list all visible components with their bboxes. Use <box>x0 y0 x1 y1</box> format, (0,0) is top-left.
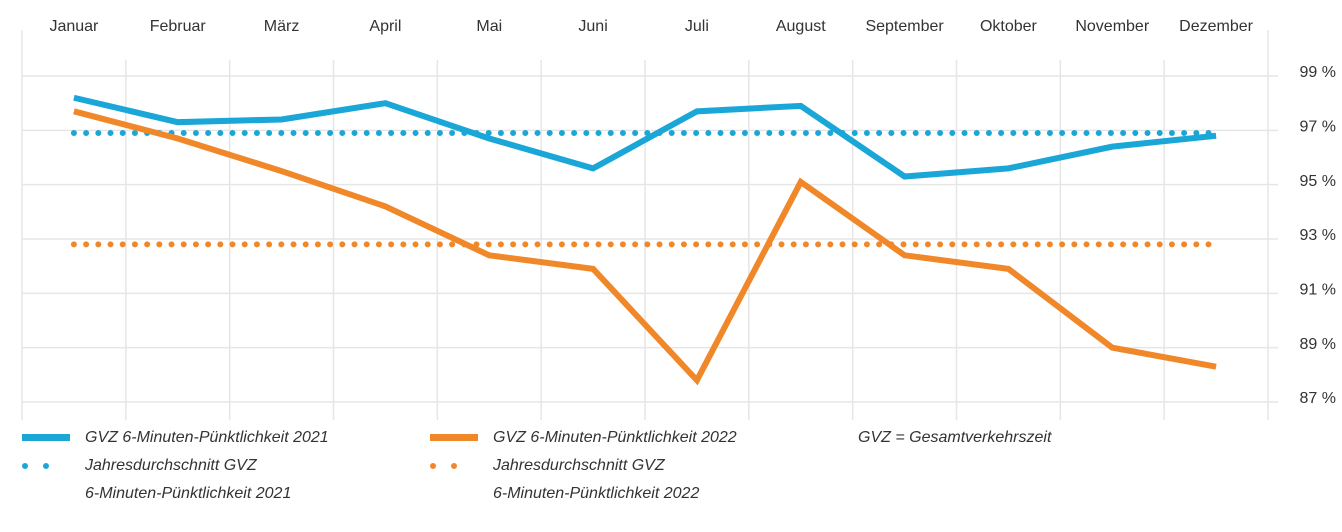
series-line <box>73 94 1217 180</box>
y-tick-label: 97 % <box>1300 119 1336 136</box>
x-tick-label: September <box>865 18 944 35</box>
y-tick-label: 87 % <box>1300 390 1336 407</box>
legend-label: Jahresdurchschnitt GVZ <box>84 457 258 474</box>
x-tick-label: Januar <box>49 18 99 35</box>
y-tick-label: 91 % <box>1300 282 1336 299</box>
legend-label: GVZ 6-Minuten-Pünktlichkeit 2021 <box>85 429 329 446</box>
y-tick-label: 99 % <box>1300 64 1336 81</box>
legend-label: 6-Minuten-Pünktlichkeit 2021 <box>85 485 291 502</box>
x-tick-label: Dezember <box>1179 18 1253 35</box>
x-tick-label: Juli <box>685 18 709 35</box>
y-tick-label: 89 % <box>1300 336 1336 353</box>
legend-label: GVZ 6-Minuten-Pünktlichkeit 2022 <box>493 429 737 446</box>
y-tick-label: 95 % <box>1300 173 1336 190</box>
x-tick-label: Oktober <box>980 18 1038 35</box>
legend-swatch <box>430 434 478 441</box>
x-tick-label: Juni <box>578 18 607 35</box>
legend-label: 6-Minuten-Pünktlichkeit 2022 <box>493 485 699 502</box>
x-tick-label: April <box>369 18 401 35</box>
x-tick-label: Februar <box>150 18 207 35</box>
legend-swatch <box>22 434 70 441</box>
x-tick-label: November <box>1075 18 1149 35</box>
y-tick-label: 93 % <box>1300 227 1336 244</box>
legend-label: Jahresdurchschnitt GVZ <box>492 457 666 474</box>
note: GVZ = Gesamtverkehrszeit <box>858 429 1052 446</box>
series-line <box>73 108 1217 386</box>
x-tick-label: August <box>776 18 826 35</box>
x-tick-label: März <box>264 18 300 35</box>
x-tick-label: Mai <box>476 18 502 35</box>
